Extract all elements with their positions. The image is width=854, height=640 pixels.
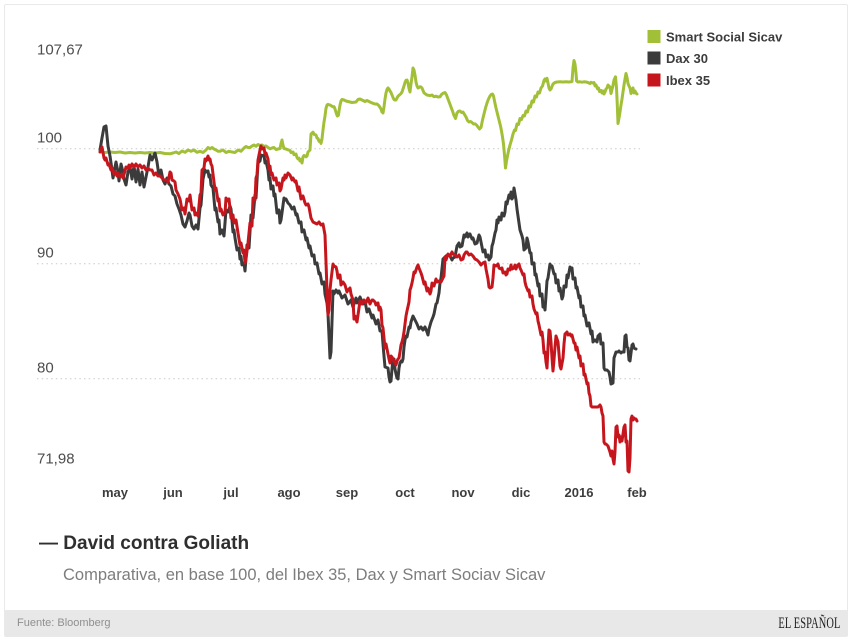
svg-text:oct: oct (395, 485, 415, 500)
svg-text:jun: jun (162, 485, 183, 500)
svg-text:80: 80 (37, 359, 54, 376)
svg-text:2016: 2016 (565, 485, 594, 500)
svg-text:ago: ago (277, 485, 300, 500)
svg-text:may: may (102, 485, 129, 500)
svg-text:100: 100 (37, 129, 62, 146)
svg-text:90: 90 (37, 244, 54, 261)
svg-text:jul: jul (222, 485, 238, 500)
svg-text:Smart Social Sicav: Smart Social Sicav (666, 30, 783, 45)
svg-text:dic: dic (512, 485, 531, 500)
svg-text:sep: sep (336, 485, 358, 500)
svg-text:71,98: 71,98 (37, 451, 75, 468)
svg-text:nov: nov (451, 485, 475, 500)
svg-text:Ibex 35: Ibex 35 (666, 73, 710, 88)
svg-text:107,67: 107,67 (37, 42, 83, 59)
svg-text:Dax 30: Dax 30 (666, 51, 708, 66)
svg-text:feb: feb (627, 485, 647, 500)
